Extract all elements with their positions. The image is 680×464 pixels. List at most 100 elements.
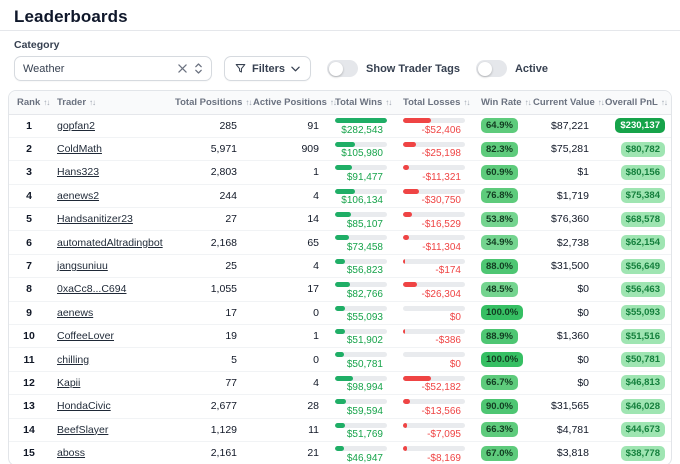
bar-track <box>403 282 465 288</box>
show-trader-tags-toggle[interactable] <box>327 60 359 77</box>
win-rate-badge: 100.0% <box>481 305 524 321</box>
trader-link[interactable]: aenews <box>57 306 94 319</box>
table-row: 3 Hans323 2,803 1 $91,477 -$11,321 60.9% $1 $80,… <box>9 160 671 185</box>
sort-icon[interactable]: ↑↓ <box>524 97 532 107</box>
total-losses-cell: -$174 <box>395 253 473 278</box>
bar-value: -$174 <box>435 265 461 277</box>
chevron-down-icon <box>291 66 300 72</box>
win-rate-badge: 60.9% <box>481 164 518 180</box>
trader-cell: CoffeeLover <box>49 324 167 348</box>
bar-value: $91,477 <box>346 171 383 183</box>
trader-cell: Handsanitizer23 <box>49 207 167 231</box>
win-rate-badge: 66.3% <box>481 422 518 438</box>
bar-value: -$13,566 <box>421 405 461 417</box>
active-toggle[interactable] <box>475 60 507 77</box>
bar-track <box>335 375 387 381</box>
trader-link[interactable]: BeefSlayer <box>57 423 109 436</box>
table-row: 11 chilling 5 0 $50,781 $0 100.0% $0 $50,781 <box>9 347 671 372</box>
win-rate-cell: 48.5% <box>473 277 525 302</box>
overall-pnl-badge: $51,516 <box>620 328 665 344</box>
column-header-overall-pnl[interactable]: Overall PnL ↑↓ <box>597 91 671 115</box>
sort-icon[interactable]: ↑↓ <box>385 97 392 107</box>
column-header-total-wins[interactable]: Total Wins ↑↓ <box>327 91 395 115</box>
sort-icon[interactable]: ↑↓ <box>329 97 337 107</box>
clear-icon[interactable] <box>178 64 187 73</box>
table-row: 7 jangsuniuu 25 4 $56,823 -$174 88.0% $31,500 $5… <box>9 253 671 278</box>
bar-value: -$30,750 <box>421 195 461 207</box>
active-positions-cell: 17 <box>245 277 327 302</box>
total-losses-cell: -$52,406 <box>395 114 473 137</box>
trader-link[interactable]: chilling <box>57 353 90 366</box>
total-positions-cell: 2,677 <box>167 394 245 419</box>
column-header-trader[interactable]: Trader ↑↓ <box>49 91 167 115</box>
total-positions-cell: 19 <box>167 324 245 348</box>
bar-track <box>403 258 465 264</box>
filters-button[interactable]: Filters <box>224 56 312 81</box>
win-rate-badge: 64.9% <box>481 118 518 134</box>
sort-icon[interactable]: ↑↓ <box>43 97 50 107</box>
toggle-knob <box>329 61 344 76</box>
rank-cell: 5 <box>9 207 49 231</box>
win-rate-cell: 100.0% <box>473 300 525 325</box>
bar-fill <box>403 165 410 171</box>
filters-button-label: Filters <box>252 62 286 75</box>
bar-fill <box>335 141 355 147</box>
trader-link[interactable]: 0xaCc8...C694 <box>57 283 127 296</box>
trader-link[interactable]: automatedAltradingbot <box>57 236 163 249</box>
total-wins-cell: $50,781 <box>327 347 395 372</box>
win-rate-badge: 88.0% <box>481 258 518 274</box>
trader-link[interactable]: jangsuniuu <box>57 260 108 273</box>
trader-link[interactable]: Handsanitizer23 <box>57 213 133 226</box>
page-title: Leaderboards <box>14 7 128 26</box>
show-trader-tags-label: Show Trader Tags <box>366 62 460 75</box>
column-header-win-rate[interactable]: Win Rate ↑↓ <box>473 91 532 115</box>
sort-icon[interactable]: ↑↓ <box>660 97 668 107</box>
column-header-total-losses[interactable]: Total Losses ↑↓ <box>395 91 473 115</box>
sort-icon[interactable]: ↑↓ <box>463 97 470 107</box>
win-rate-badge: 34.9% <box>481 235 518 251</box>
bar-fill <box>403 422 407 428</box>
trader-link[interactable]: ColdMath <box>57 143 102 156</box>
total-wins-cell: $82,766 <box>327 277 395 302</box>
bar-track <box>335 188 387 194</box>
rank-cell: 10 <box>9 324 49 348</box>
current-value-cell: $0 <box>525 370 597 395</box>
trader-link[interactable]: Kapii <box>57 376 81 389</box>
bar-fill <box>403 235 410 241</box>
rank-cell: 8 <box>9 277 49 302</box>
bar-value: $46,947 <box>346 452 383 464</box>
trader-link[interactable]: HondaCivic <box>57 400 111 413</box>
active-label: Active <box>514 62 548 75</box>
column-header-rank[interactable]: Rank ↑↓ <box>9 91 50 115</box>
column-header-active-positions[interactable]: Active Positions ↑↓ <box>245 91 337 115</box>
rank-cell: 12 <box>9 370 49 395</box>
column-header-current-value[interactable]: Current Value ↑↓ <box>525 91 605 115</box>
trader-link[interactable]: CoffeeLover <box>57 330 115 343</box>
sort-icon[interactable]: ↑↓ <box>245 97 252 107</box>
trader-link[interactable]: aboss <box>57 447 86 460</box>
trader-link[interactable]: gopfan2 <box>57 119 95 132</box>
bar-fill <box>335 165 352 171</box>
bar-fill <box>335 399 346 405</box>
sort-icon[interactable]: ↑↓ <box>597 97 605 107</box>
bar-track <box>403 212 465 217</box>
updown-chevron-icon[interactable] <box>194 62 203 75</box>
active-positions-cell: 28 <box>245 394 327 419</box>
current-value-cell: $1 <box>525 160 597 185</box>
win-rate-badge: 100.0% <box>481 352 524 368</box>
trader-link[interactable]: aenews2 <box>57 189 100 202</box>
bar-fill <box>403 328 406 334</box>
bar-track <box>403 141 465 147</box>
bar-value: $59,594 <box>346 405 383 417</box>
column-header-total-positions[interactable]: Total Positions ↑↓ <box>167 91 252 115</box>
bar-fill <box>403 212 412 217</box>
win-rate-cell: 76.8% <box>473 183 525 208</box>
win-rate-badge: 67.0% <box>481 445 518 461</box>
sort-icon[interactable]: ↑↓ <box>89 97 96 107</box>
category-combobox[interactable]: Weather <box>14 56 212 81</box>
table-row: 15 aboss 2,161 21 $46,947 -$8,169 67.0% $3,818 $… <box>9 440 671 464</box>
trader-link[interactable]: Hans323 <box>57 166 100 179</box>
table-row: 14 BeefSlayer 1,129 11 $51,769 -$7,095 66.3% $4… <box>9 417 671 442</box>
total-positions-cell: 244 <box>167 183 245 208</box>
bar-fill <box>403 258 406 264</box>
